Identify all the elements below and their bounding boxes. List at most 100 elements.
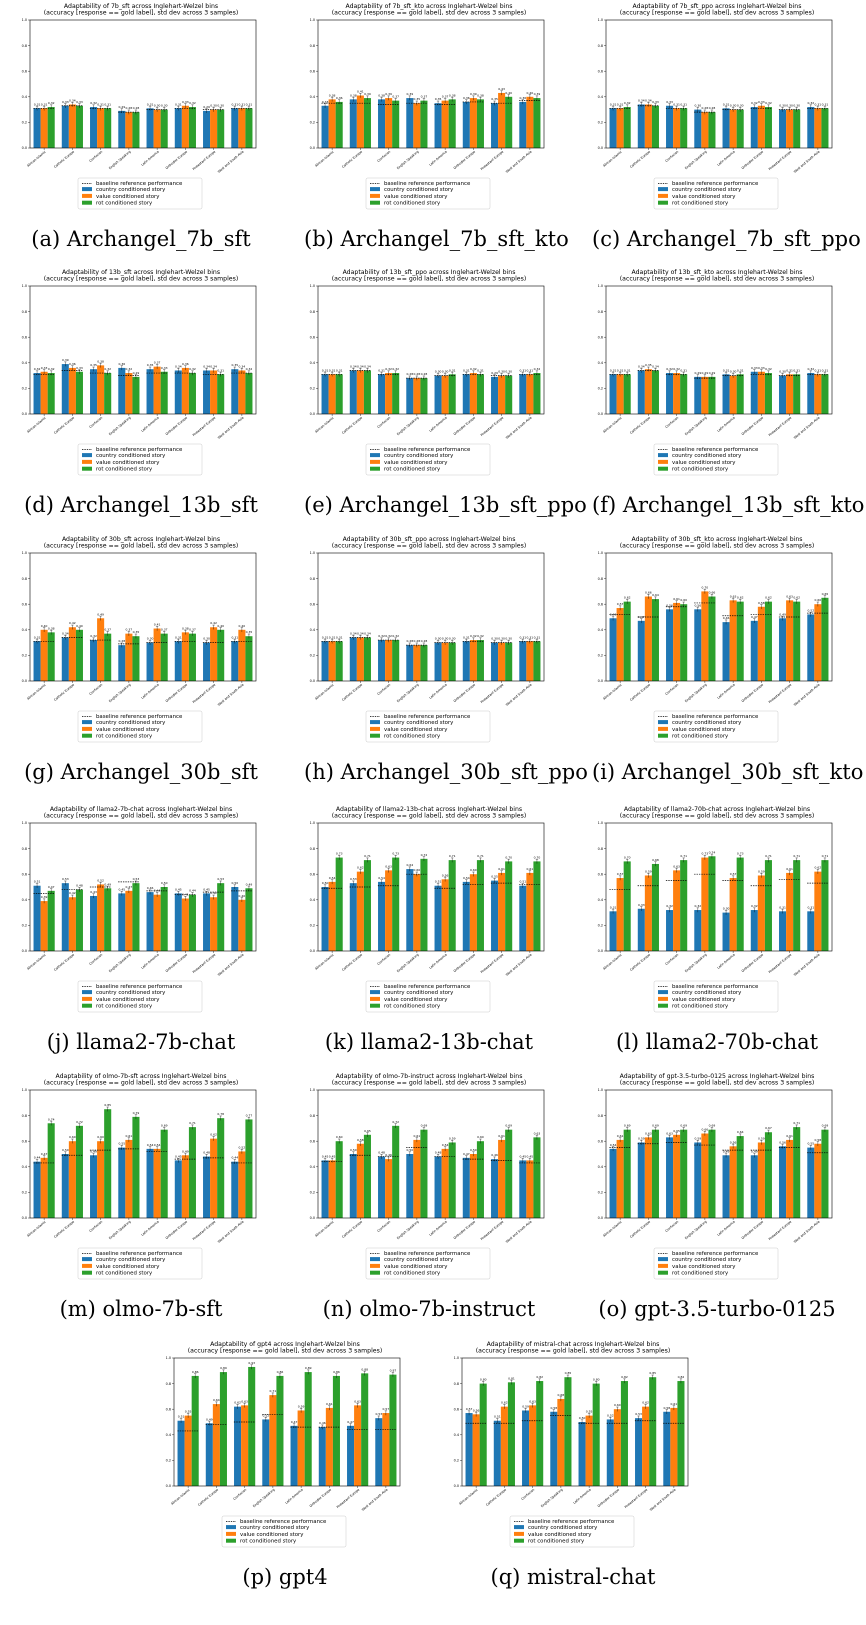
value-label: 0.57	[466, 1407, 473, 1411]
legend-swatch	[658, 1270, 668, 1275]
value-label: 0.70	[624, 855, 631, 859]
chart-subtitle: (accuracy [response == gold label], std …	[188, 1348, 383, 1355]
value-label: 0.59	[298, 1404, 305, 1408]
bar	[385, 98, 393, 148]
bar	[90, 1155, 98, 1218]
chart-title: Adaptability of 30b_sft_kto across Ingle…	[631, 536, 802, 543]
value-label: 0.62	[815, 866, 822, 870]
y-tick-label: 0.0	[22, 1216, 27, 1220]
value-label: 0.30	[505, 370, 512, 374]
value-label: 0.31	[97, 102, 104, 106]
value-label: 0.50	[470, 1148, 477, 1152]
bar	[174, 641, 182, 681]
category-label: West and South Asia	[217, 683, 245, 707]
bar	[729, 375, 737, 414]
value-label: 0.43	[498, 87, 505, 91]
value-label: 0.58	[758, 601, 765, 605]
bar	[132, 376, 140, 414]
value-label: 0.34	[357, 631, 364, 635]
legend-label: baseline reference performance	[96, 984, 183, 990]
chart-title: Adaptability of llama2-13b-chat across I…	[336, 806, 522, 813]
value-label: 0.34	[62, 631, 69, 635]
bar-chart: Adaptability of 7b_sft across Inglehart-…	[22, 3, 257, 210]
value-label: 0.33	[652, 100, 659, 104]
y-tick-label: 0.6	[310, 69, 315, 73]
value-label: 0.78	[217, 1112, 224, 1116]
value-label: 0.56	[779, 1140, 786, 1144]
figure-caption: (a) Archangel_7b_sft	[31, 227, 251, 251]
y-tick-label: 0.2	[454, 1459, 459, 1463]
bar	[793, 1127, 801, 1218]
value-label: 0.32	[126, 367, 133, 371]
y-tick-label: 0.0	[310, 412, 315, 416]
legend-swatch	[370, 1257, 380, 1262]
value-label: 0.54	[610, 1143, 617, 1147]
legend-label: rot conditioned story	[96, 467, 153, 473]
legend-swatch	[658, 720, 668, 725]
bar	[491, 376, 499, 414]
y-tick-label: 0.2	[22, 1191, 27, 1195]
bar	[666, 373, 674, 414]
plot-frame	[605, 285, 833, 415]
value-label: 0.63	[241, 1399, 248, 1403]
legend-box	[77, 443, 203, 476]
legend-label: value conditioned story	[384, 194, 448, 200]
value-label: 0.28	[421, 372, 428, 376]
category-label: English Speaking	[540, 1488, 563, 1509]
legend-swatch	[658, 187, 668, 192]
y-tick-label: 0.0	[22, 412, 27, 416]
chart-panel: Adaptability of 7b_sft_ppo across Ingleh…	[592, 2, 861, 257]
bar	[146, 892, 154, 951]
value-label: 0.56	[473, 1408, 480, 1412]
bar	[160, 1129, 168, 1218]
bar	[434, 885, 442, 951]
bar	[406, 1154, 414, 1218]
legend-label: value conditioned story	[672, 997, 736, 1003]
bar	[462, 1157, 470, 1218]
legend-box	[221, 1515, 347, 1548]
value-label: 0.71	[793, 1121, 800, 1125]
legend-box	[365, 1247, 491, 1280]
legend-swatch	[82, 466, 92, 471]
value-label: 0.31	[104, 102, 111, 106]
legend-box	[365, 177, 491, 210]
bar	[779, 109, 787, 148]
bar	[378, 881, 386, 951]
y-tick-label: 0.2	[310, 1191, 315, 1195]
value-label: 0.28	[414, 639, 421, 643]
bar	[40, 371, 48, 414]
category-label: Catholic Europe	[485, 1488, 507, 1507]
category-label: West and South Asia	[217, 953, 245, 977]
bar	[807, 107, 815, 148]
plot-frame	[605, 552, 833, 682]
y-tick-label: 0.4	[454, 1433, 459, 1437]
bar	[694, 109, 702, 148]
bar	[174, 108, 182, 148]
bar	[649, 1377, 657, 1486]
category-label: African-Islamic	[314, 683, 335, 701]
bar	[821, 374, 829, 414]
bar	[441, 642, 449, 681]
category-label: Latin America	[428, 150, 447, 167]
value-label: 0.65	[822, 592, 829, 596]
value-label: 0.69	[680, 1124, 687, 1128]
bar	[434, 1156, 442, 1218]
value-label: 0.88	[361, 1367, 368, 1371]
legend-label: country conditioned story	[96, 720, 166, 726]
category-label: Confucian	[664, 416, 679, 429]
value-label: 0.31	[34, 102, 41, 106]
category-label: Catholic Europe	[341, 150, 363, 169]
bar	[519, 641, 527, 681]
legend-swatch	[658, 733, 668, 738]
value-label: 0.61	[498, 867, 505, 871]
value-label: 0.48	[378, 1151, 385, 1155]
legend-label: rot conditioned story	[672, 734, 729, 740]
y-tick-label: 1.0	[598, 18, 603, 22]
bar	[118, 1147, 126, 1218]
y-tick-label: 1.0	[598, 284, 603, 288]
bar	[637, 1142, 645, 1218]
legend-swatch	[370, 990, 380, 995]
bar	[637, 620, 645, 681]
category-label: West and South Asia	[505, 150, 533, 174]
value-label: 0.33	[161, 366, 168, 370]
